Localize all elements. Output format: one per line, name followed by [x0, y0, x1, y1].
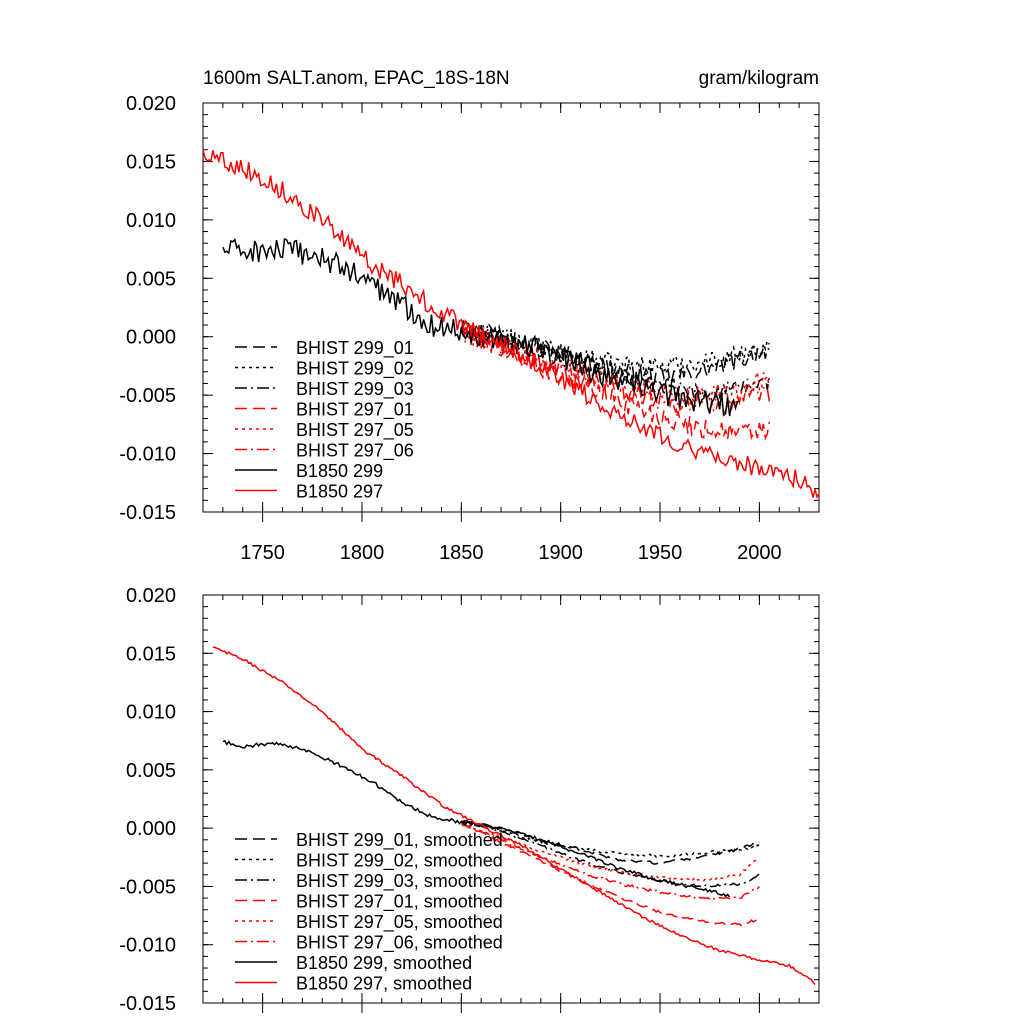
legend-label: BHIST 297_01, smoothed [296, 892, 503, 913]
legend-label: BHIST 297_06, smoothed [296, 933, 503, 954]
y-tick-label: 0.010 [126, 702, 176, 724]
series-line-b1850-299 [222, 237, 740, 417]
x-tick-label: 1750 [240, 542, 285, 564]
y-tick-label: 0.015 [126, 643, 176, 665]
y-tick-label: -0.015 [119, 502, 176, 524]
legend-label: B1850 299, smoothed [296, 953, 472, 973]
plot-frame [202, 102, 820, 513]
units-label: gram/kilogram [699, 68, 819, 89]
series-line-bhist-299-02-smoothed [461, 820, 760, 859]
y-tick-label: -0.005 [119, 876, 176, 898]
legend-label: B1850 297, smoothed [296, 974, 472, 994]
legend-label: BHIST 299_03, smoothed [296, 871, 503, 892]
x-tick-label: 1950 [638, 542, 683, 564]
series-line-bhist-297-05-smoothed [460, 822, 760, 883]
legend-label: BHIST 299_01 [296, 338, 414, 359]
series-line-bhist-299-01-smoothed [461, 820, 760, 865]
series-line-b1850-297-smoothed [212, 646, 816, 986]
legend-label: BHIST 299_02 [296, 359, 414, 380]
series-line-b1850-299-smoothed [222, 739, 731, 898]
y-tick-label: 0.020 [126, 93, 176, 115]
series-line-bhist-297-01-smoothed [460, 823, 760, 927]
y-tick-label: 0.005 [126, 760, 176, 782]
bottom-panel: 0.020 0.015 0.010 0.005 0.000 -0.005 -0.010 -0.… [119, 585, 820, 1015]
legend-label: BHIST 297_05, smoothed [296, 912, 503, 933]
x-tick-label: 1900 [538, 542, 583, 564]
legend-label: B1850 299 [296, 461, 383, 481]
top-panel: 1600m SALT.anom, EPAC_18S-18N gram/kilog… [119, 68, 820, 564]
y-tick-label: 0.000 [126, 818, 176, 840]
y-tick-label: -0.010 [119, 935, 176, 957]
legend-label: BHIST 299_03 [296, 379, 414, 400]
y-tick-label: -0.010 [119, 444, 176, 466]
legend-label: BHIST 297_01 [296, 400, 414, 421]
legend-label: BHIST 299_01, smoothed [296, 830, 503, 851]
y-tick-label: 0.005 [126, 268, 176, 290]
x-tick-label: 1850 [439, 542, 484, 564]
legend-label: BHIST 297_05 [296, 420, 414, 441]
plot-frame [202, 594, 820, 1004]
y-tick-label: 0.020 [126, 585, 176, 607]
series-line-bhist-299-02 [460, 318, 770, 376]
legend-label: BHIST 297_06 [296, 441, 414, 462]
legend-label: B1850 297 [296, 482, 383, 502]
chart-title: 1600m SALT.anom, EPAC_18S-18N [203, 68, 510, 89]
y-tick-label: 0.015 [126, 151, 176, 173]
legend-label: BHIST 299_02, smoothed [296, 851, 503, 872]
x-tick-label: 2000 [737, 542, 782, 564]
y-tick-label: 0.000 [126, 327, 176, 349]
series-line-bhist-297-06-smoothed [460, 822, 760, 900]
y-tick-label: -0.005 [119, 385, 176, 407]
series-line-b1850-297 [202, 149, 820, 499]
x-tick-label: 1800 [340, 542, 385, 564]
y-tick-label: 0.010 [126, 210, 176, 232]
y-tick-label: -0.015 [119, 993, 176, 1015]
